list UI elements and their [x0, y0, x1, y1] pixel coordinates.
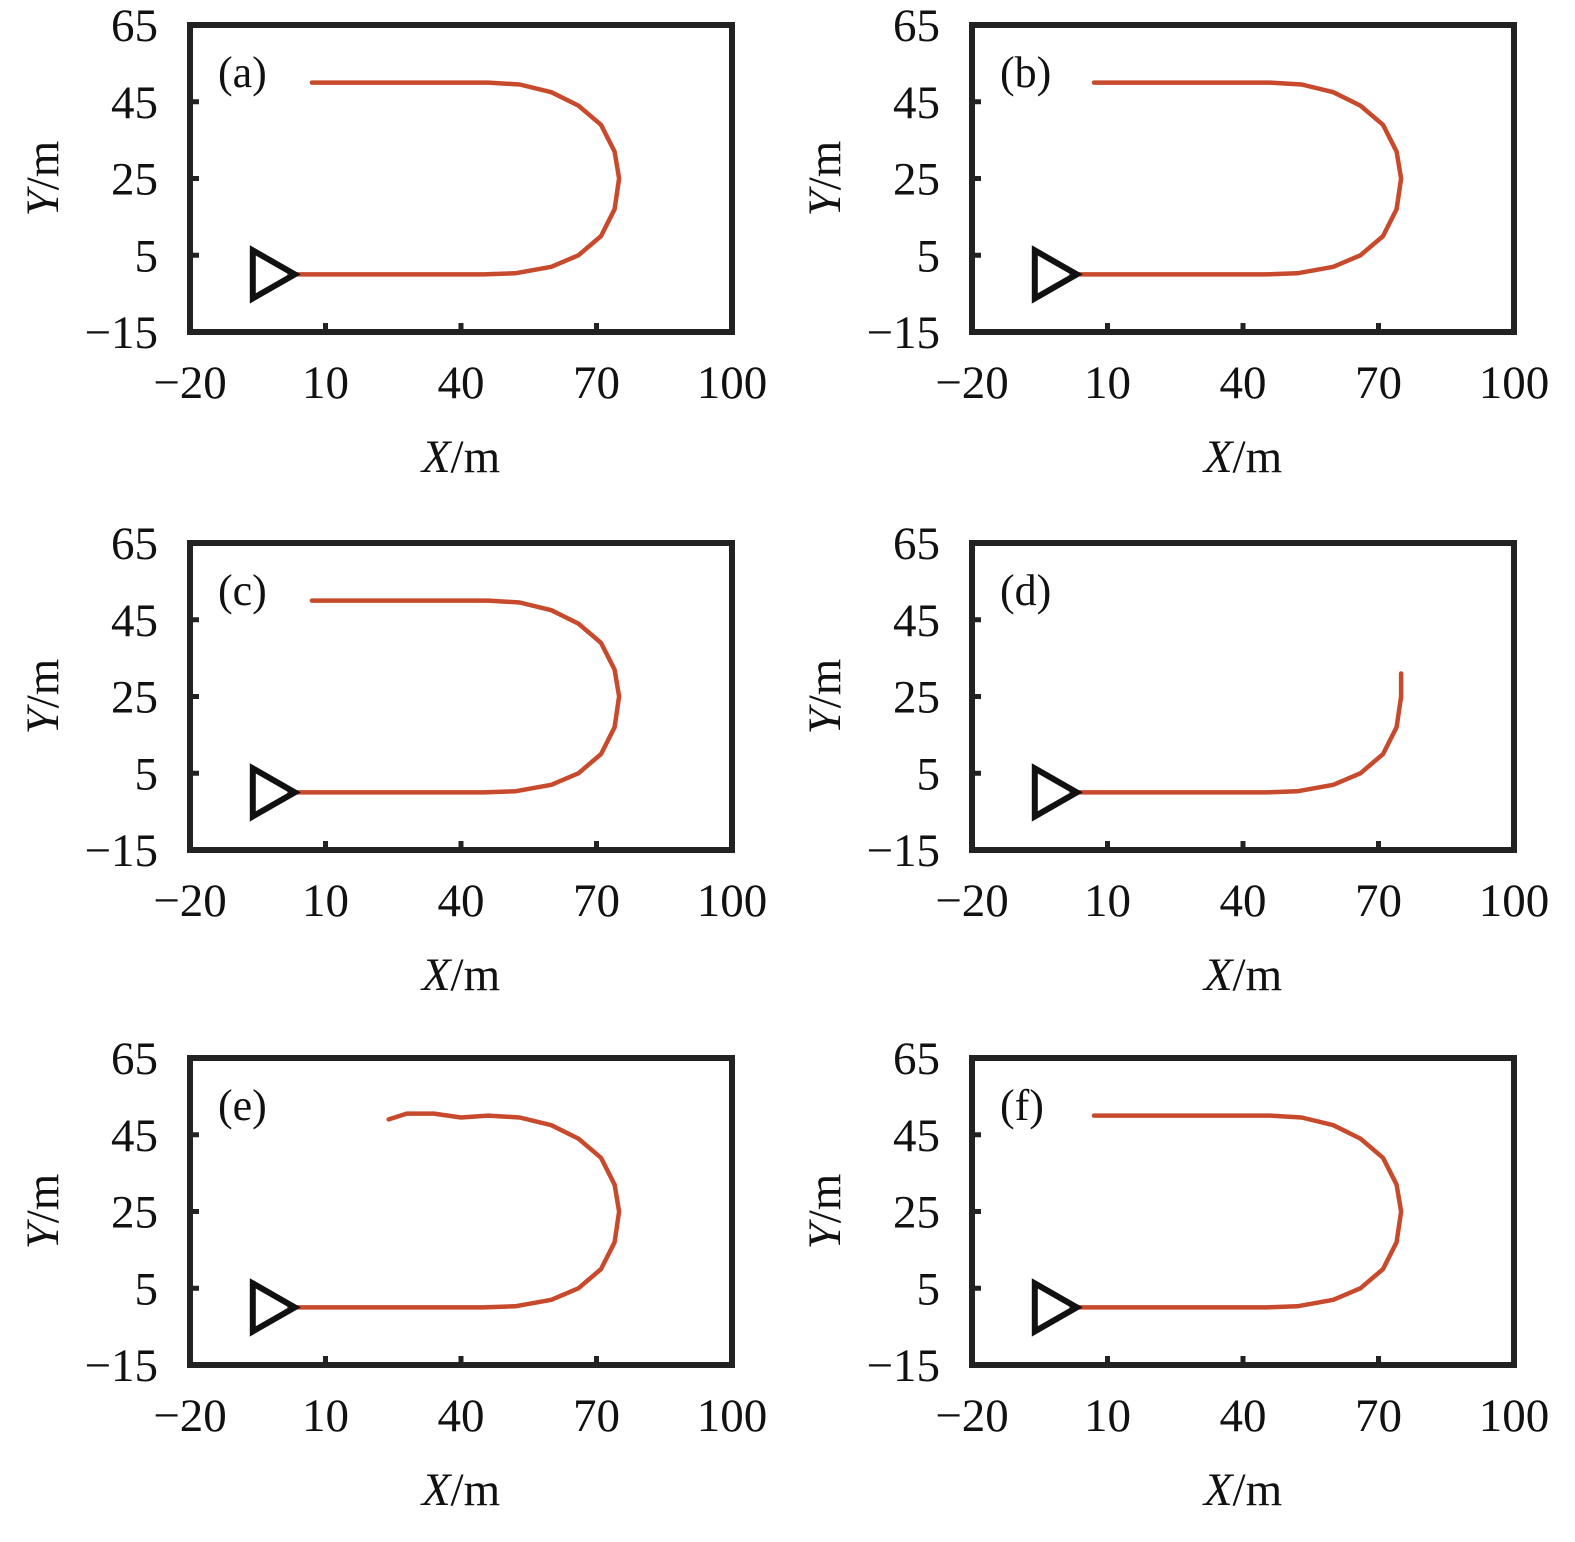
x-axis-label: X/m [1202, 949, 1282, 1001]
y-tick-label: 5 [135, 1263, 159, 1315]
y-tick-label: −15 [84, 307, 158, 359]
x-tick-label: 40 [1220, 875, 1267, 927]
x-tick-label: 10 [1084, 1390, 1131, 1442]
x-tick-label: 100 [697, 357, 768, 409]
panel-d: −20 10 40 70 100 65 45 25 5 −15 (d) X/m Y/m [799, 518, 1549, 1001]
trajectory-line [287, 1111, 622, 1310]
y-tick-label: 45 [893, 595, 940, 647]
x-tick-label: 40 [438, 357, 485, 409]
y-axis-label: Y/m [17, 1174, 69, 1250]
trajectory-line [1069, 1113, 1404, 1310]
x-tick-label: 10 [302, 357, 349, 409]
y-tick-label: −15 [866, 1340, 940, 1392]
trajectory-line [1069, 671, 1404, 795]
y-tick-label: 25 [893, 1187, 940, 1239]
x-tick-label: −20 [935, 875, 1009, 927]
y-tick-label: 45 [893, 77, 940, 129]
x-tick-label: 100 [1479, 1390, 1550, 1442]
panel-label: (a) [218, 48, 267, 97]
y-axis-label: Y/m [799, 659, 851, 735]
panel-a: −20 10 40 70 100 65 45 25 5 −15 (a) X/m Y/m [17, 0, 767, 483]
x-tick-label: 70 [573, 357, 620, 409]
start-marker-triangle [1031, 245, 1083, 304]
y-tick-label: 65 [893, 518, 940, 570]
trajectory-line [287, 80, 622, 277]
trajectory-line [1069, 80, 1404, 277]
x-tick-label: −20 [935, 357, 1009, 409]
start-marker-triangle [249, 763, 301, 822]
x-tick-label: 70 [1355, 875, 1402, 927]
y-tick-label: 65 [111, 1033, 158, 1085]
panel-label: (e) [218, 1081, 267, 1130]
x-tick-label: 10 [302, 875, 349, 927]
y-tick-label: 5 [917, 230, 941, 282]
y-tick-label: 25 [893, 672, 940, 724]
x-tick-label: 100 [697, 1390, 768, 1442]
y-tick-label: 25 [111, 154, 158, 206]
x-tick-label: 70 [573, 875, 620, 927]
y-tick-label: 5 [917, 748, 941, 800]
y-tick-label: −15 [866, 307, 940, 359]
x-tick-label: 70 [573, 1390, 620, 1442]
x-tick-label: 40 [1220, 1390, 1267, 1442]
panel-label: (c) [218, 566, 267, 615]
x-tick-label: 100 [1479, 875, 1550, 927]
y-tick-label: 45 [111, 595, 158, 647]
x-tick-label: 100 [697, 875, 768, 927]
x-tick-label: 40 [1220, 357, 1267, 409]
start-marker-triangle [1031, 1278, 1083, 1337]
x-axis-label: X/m [420, 949, 500, 1001]
x-tick-label: 70 [1355, 1390, 1402, 1442]
start-marker-triangle [1031, 763, 1083, 822]
y-tick-label: 65 [111, 518, 158, 570]
x-axis-label: X/m [420, 1464, 500, 1516]
x-axis-label: X/m [1202, 431, 1282, 483]
panel-b: −20 10 40 70 100 65 45 25 5 −15 (b) X/m Y/m [799, 0, 1549, 483]
panel-e: −20 10 40 70 100 65 45 25 5 −15 (e) X/m Y/m [17, 1033, 767, 1516]
y-axis-label: Y/m [17, 141, 69, 217]
x-tick-label: 10 [1084, 357, 1131, 409]
start-marker-triangle [249, 1278, 301, 1337]
y-axis-label: Y/m [17, 659, 69, 735]
y-tick-label: 5 [135, 230, 159, 282]
y-tick-label: 45 [111, 1110, 158, 1162]
x-tick-label: 10 [1084, 875, 1131, 927]
panel-c: −20 10 40 70 100 65 45 25 5 −15 (c) X/m Y/m [17, 518, 767, 1001]
x-tick-label: 70 [1355, 357, 1402, 409]
start-marker-triangle [249, 245, 301, 304]
x-tick-label: −20 [935, 1390, 1009, 1442]
y-tick-label: 45 [893, 1110, 940, 1162]
y-tick-label: 45 [111, 77, 158, 129]
x-tick-label: −20 [153, 357, 227, 409]
x-axis-label: X/m [1202, 1464, 1282, 1516]
x-tick-label: 100 [1479, 357, 1550, 409]
y-tick-label: 5 [135, 748, 159, 800]
y-tick-label: 65 [893, 0, 940, 52]
y-tick-label: 5 [917, 1263, 941, 1315]
panel-f: −20 10 40 70 100 65 45 25 5 −15 (f) X/m Y/m [799, 1033, 1549, 1516]
panel-label: (b) [1000, 48, 1051, 97]
trajectory-line [287, 598, 622, 795]
y-axis-label: Y/m [799, 1174, 851, 1250]
y-tick-label: 25 [111, 672, 158, 724]
y-axis-label: Y/m [799, 141, 851, 217]
x-tick-label: −20 [153, 875, 227, 927]
x-tick-label: −20 [153, 1390, 227, 1442]
y-tick-label: 25 [893, 154, 940, 206]
x-tick-label: 40 [438, 875, 485, 927]
panel-label: (d) [1000, 566, 1051, 615]
x-axis-label: X/m [420, 431, 500, 483]
panel-label: (f) [1000, 1081, 1044, 1130]
y-tick-label: −15 [84, 1340, 158, 1392]
y-tick-label: −15 [866, 825, 940, 877]
y-tick-label: −15 [84, 825, 158, 877]
y-tick-label: 65 [111, 0, 158, 52]
x-tick-label: 10 [302, 1390, 349, 1442]
y-tick-label: 65 [893, 1033, 940, 1085]
y-tick-label: 25 [111, 1187, 158, 1239]
x-tick-label: 40 [438, 1390, 485, 1442]
